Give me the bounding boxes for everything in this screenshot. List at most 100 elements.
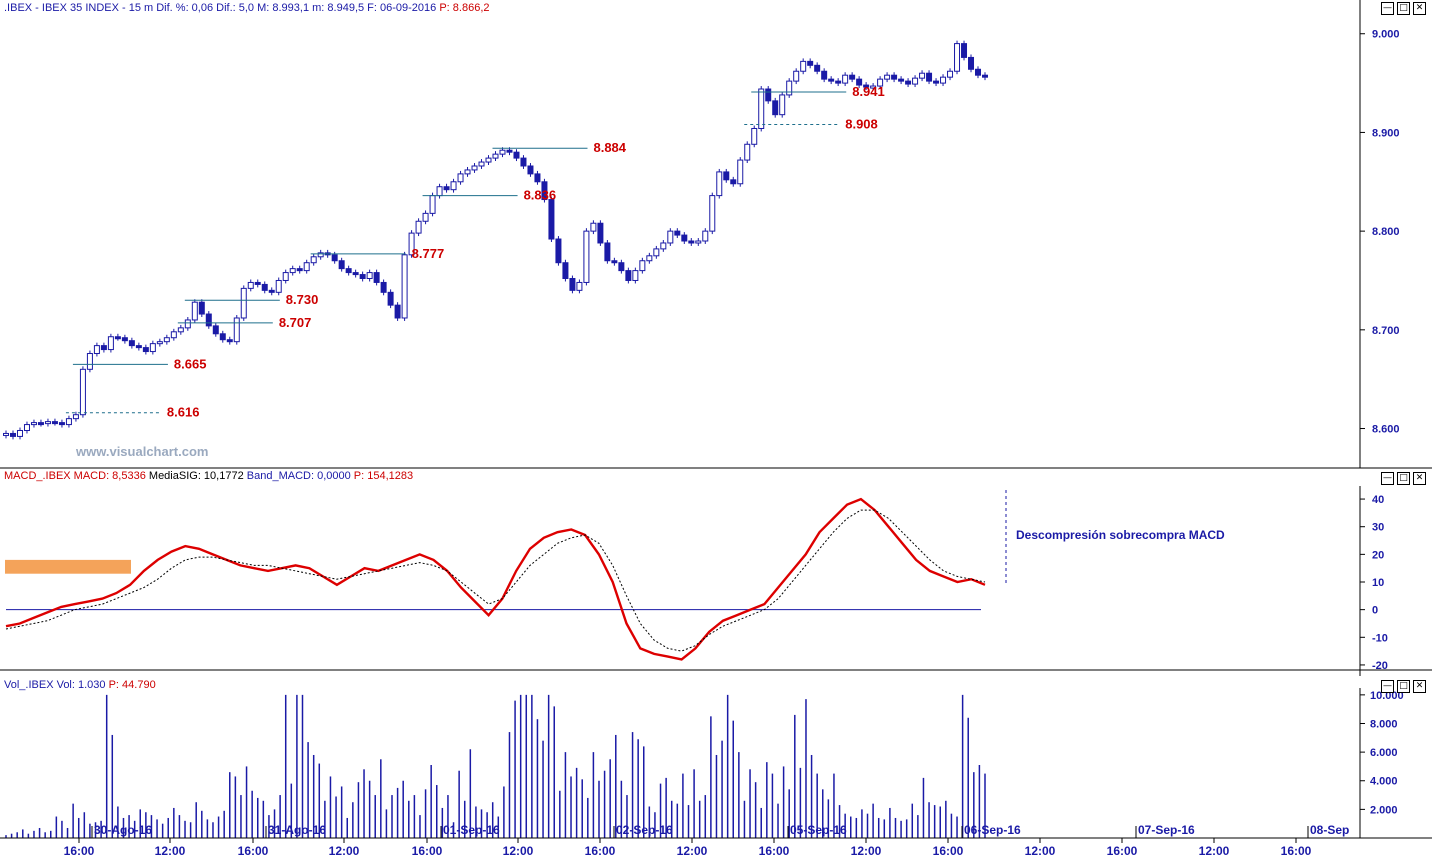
- candle: [317, 249, 324, 260]
- candle-body: [345, 268, 352, 274]
- restore-button[interactable]: □: [1397, 472, 1410, 485]
- candle: [947, 68, 954, 81]
- candle: [268, 287, 275, 296]
- candle: [758, 86, 765, 132]
- candle-body: [226, 339, 233, 343]
- candle: [170, 328, 177, 341]
- candle-body: [940, 76, 947, 84]
- candle-body: [352, 272, 359, 276]
- candle-body: [450, 181, 457, 191]
- candle-body: [261, 283, 268, 291]
- candle: [576, 279, 583, 294]
- candle-body: [667, 230, 674, 244]
- volume-tick-label: 6.000: [1370, 747, 1398, 759]
- candle-body: [499, 149, 506, 155]
- candle: [842, 72, 849, 87]
- candle-body: [23, 424, 30, 431]
- candle: [961, 40, 968, 61]
- candle-body: [100, 345, 107, 351]
- candle-body: [177, 327, 184, 333]
- candle-body: [618, 262, 625, 272]
- candle: [786, 78, 793, 98]
- candle-body: [835, 80, 842, 84]
- candle-body: [107, 336, 114, 351]
- time-label: 12:00: [155, 844, 186, 857]
- candle-body: [282, 272, 289, 281]
- time-label: 12:00: [329, 844, 360, 857]
- candle: [597, 220, 604, 246]
- candle: [800, 58, 807, 75]
- candle-body: [702, 230, 709, 242]
- candle: [51, 418, 58, 426]
- date-label: 30-Ago-16: [94, 823, 152, 837]
- candle: [359, 271, 366, 282]
- candle: [905, 78, 912, 88]
- restore-button[interactable]: □: [1397, 680, 1410, 693]
- candle: [583, 228, 590, 286]
- price-stats: 15 m Dif. %: 0,06 Dif.: 5,0 M: 8.993,1 m…: [128, 2, 437, 14]
- macd-pane-header: MACD_.IBEX MACD: 8,5336 MediaSIG: 10,177…: [4, 470, 413, 482]
- candle-body: [142, 347, 149, 353]
- candle: [968, 54, 975, 73]
- minimize-button[interactable]: —: [1381, 2, 1394, 15]
- candle-body: [485, 157, 492, 163]
- candle-body: [681, 234, 688, 242]
- candle-body: [975, 68, 982, 76]
- candle-body: [37, 422, 44, 426]
- candle: [261, 281, 268, 294]
- price-pane: [3, 40, 988, 440]
- candle-body: [121, 337, 128, 342]
- candle: [72, 411, 79, 422]
- candle-body: [660, 242, 667, 250]
- close-button[interactable]: ✕: [1413, 680, 1426, 693]
- macd-tick-label: 30: [1372, 522, 1384, 534]
- candle-body: [492, 153, 499, 159]
- minimize-button[interactable]: —: [1381, 680, 1394, 693]
- candle-body: [982, 74, 988, 78]
- close-button[interactable]: ✕: [1413, 472, 1426, 485]
- candle: [310, 253, 317, 266]
- candle-body: [219, 333, 226, 341]
- level-label: 8.707: [279, 315, 312, 330]
- candle-body: [72, 414, 79, 420]
- candle-body: [415, 220, 422, 234]
- candle: [779, 91, 786, 118]
- candle: [471, 163, 478, 173]
- candle-body: [366, 272, 373, 280]
- candle: [3, 430, 9, 439]
- candle: [289, 265, 296, 276]
- candle-body: [394, 304, 401, 319]
- candle: [93, 342, 100, 357]
- minimize-button[interactable]: —: [1381, 472, 1394, 485]
- level-label: 8.884: [593, 140, 626, 155]
- candle-body: [310, 256, 317, 264]
- candle: [247, 279, 254, 292]
- price-tick-label: 8.900: [1372, 127, 1400, 139]
- candle: [86, 350, 93, 373]
- candle-body: [653, 248, 660, 257]
- candle-body: [639, 260, 646, 272]
- candle: [835, 78, 842, 87]
- candle-body: [534, 173, 541, 183]
- candle-body: [149, 343, 156, 353]
- candle-body: [303, 262, 310, 272]
- candle-body: [9, 432, 16, 437]
- candle: [772, 97, 779, 118]
- date-label: 02-Sep-16: [616, 823, 673, 837]
- candle-body: [807, 60, 814, 66]
- candle-body: [898, 78, 905, 82]
- candle: [37, 419, 44, 427]
- date-label: 31-Ago-16: [268, 823, 326, 837]
- candle-body: [723, 171, 730, 181]
- macd-name: MACD_.IBEX MACD: 8,5336: [4, 470, 146, 482]
- candle-body: [856, 78, 863, 86]
- candle: [751, 125, 758, 148]
- candle-body: [506, 149, 513, 153]
- restore-button[interactable]: □: [1397, 2, 1410, 15]
- close-button[interactable]: ✕: [1413, 2, 1426, 15]
- volume-pane-header: Vol_.IBEX Vol: 1.030 P: 44.790: [4, 679, 156, 691]
- candle-body: [198, 301, 205, 315]
- candle-body: [758, 88, 765, 129]
- macd-tick-label: 40: [1372, 494, 1384, 506]
